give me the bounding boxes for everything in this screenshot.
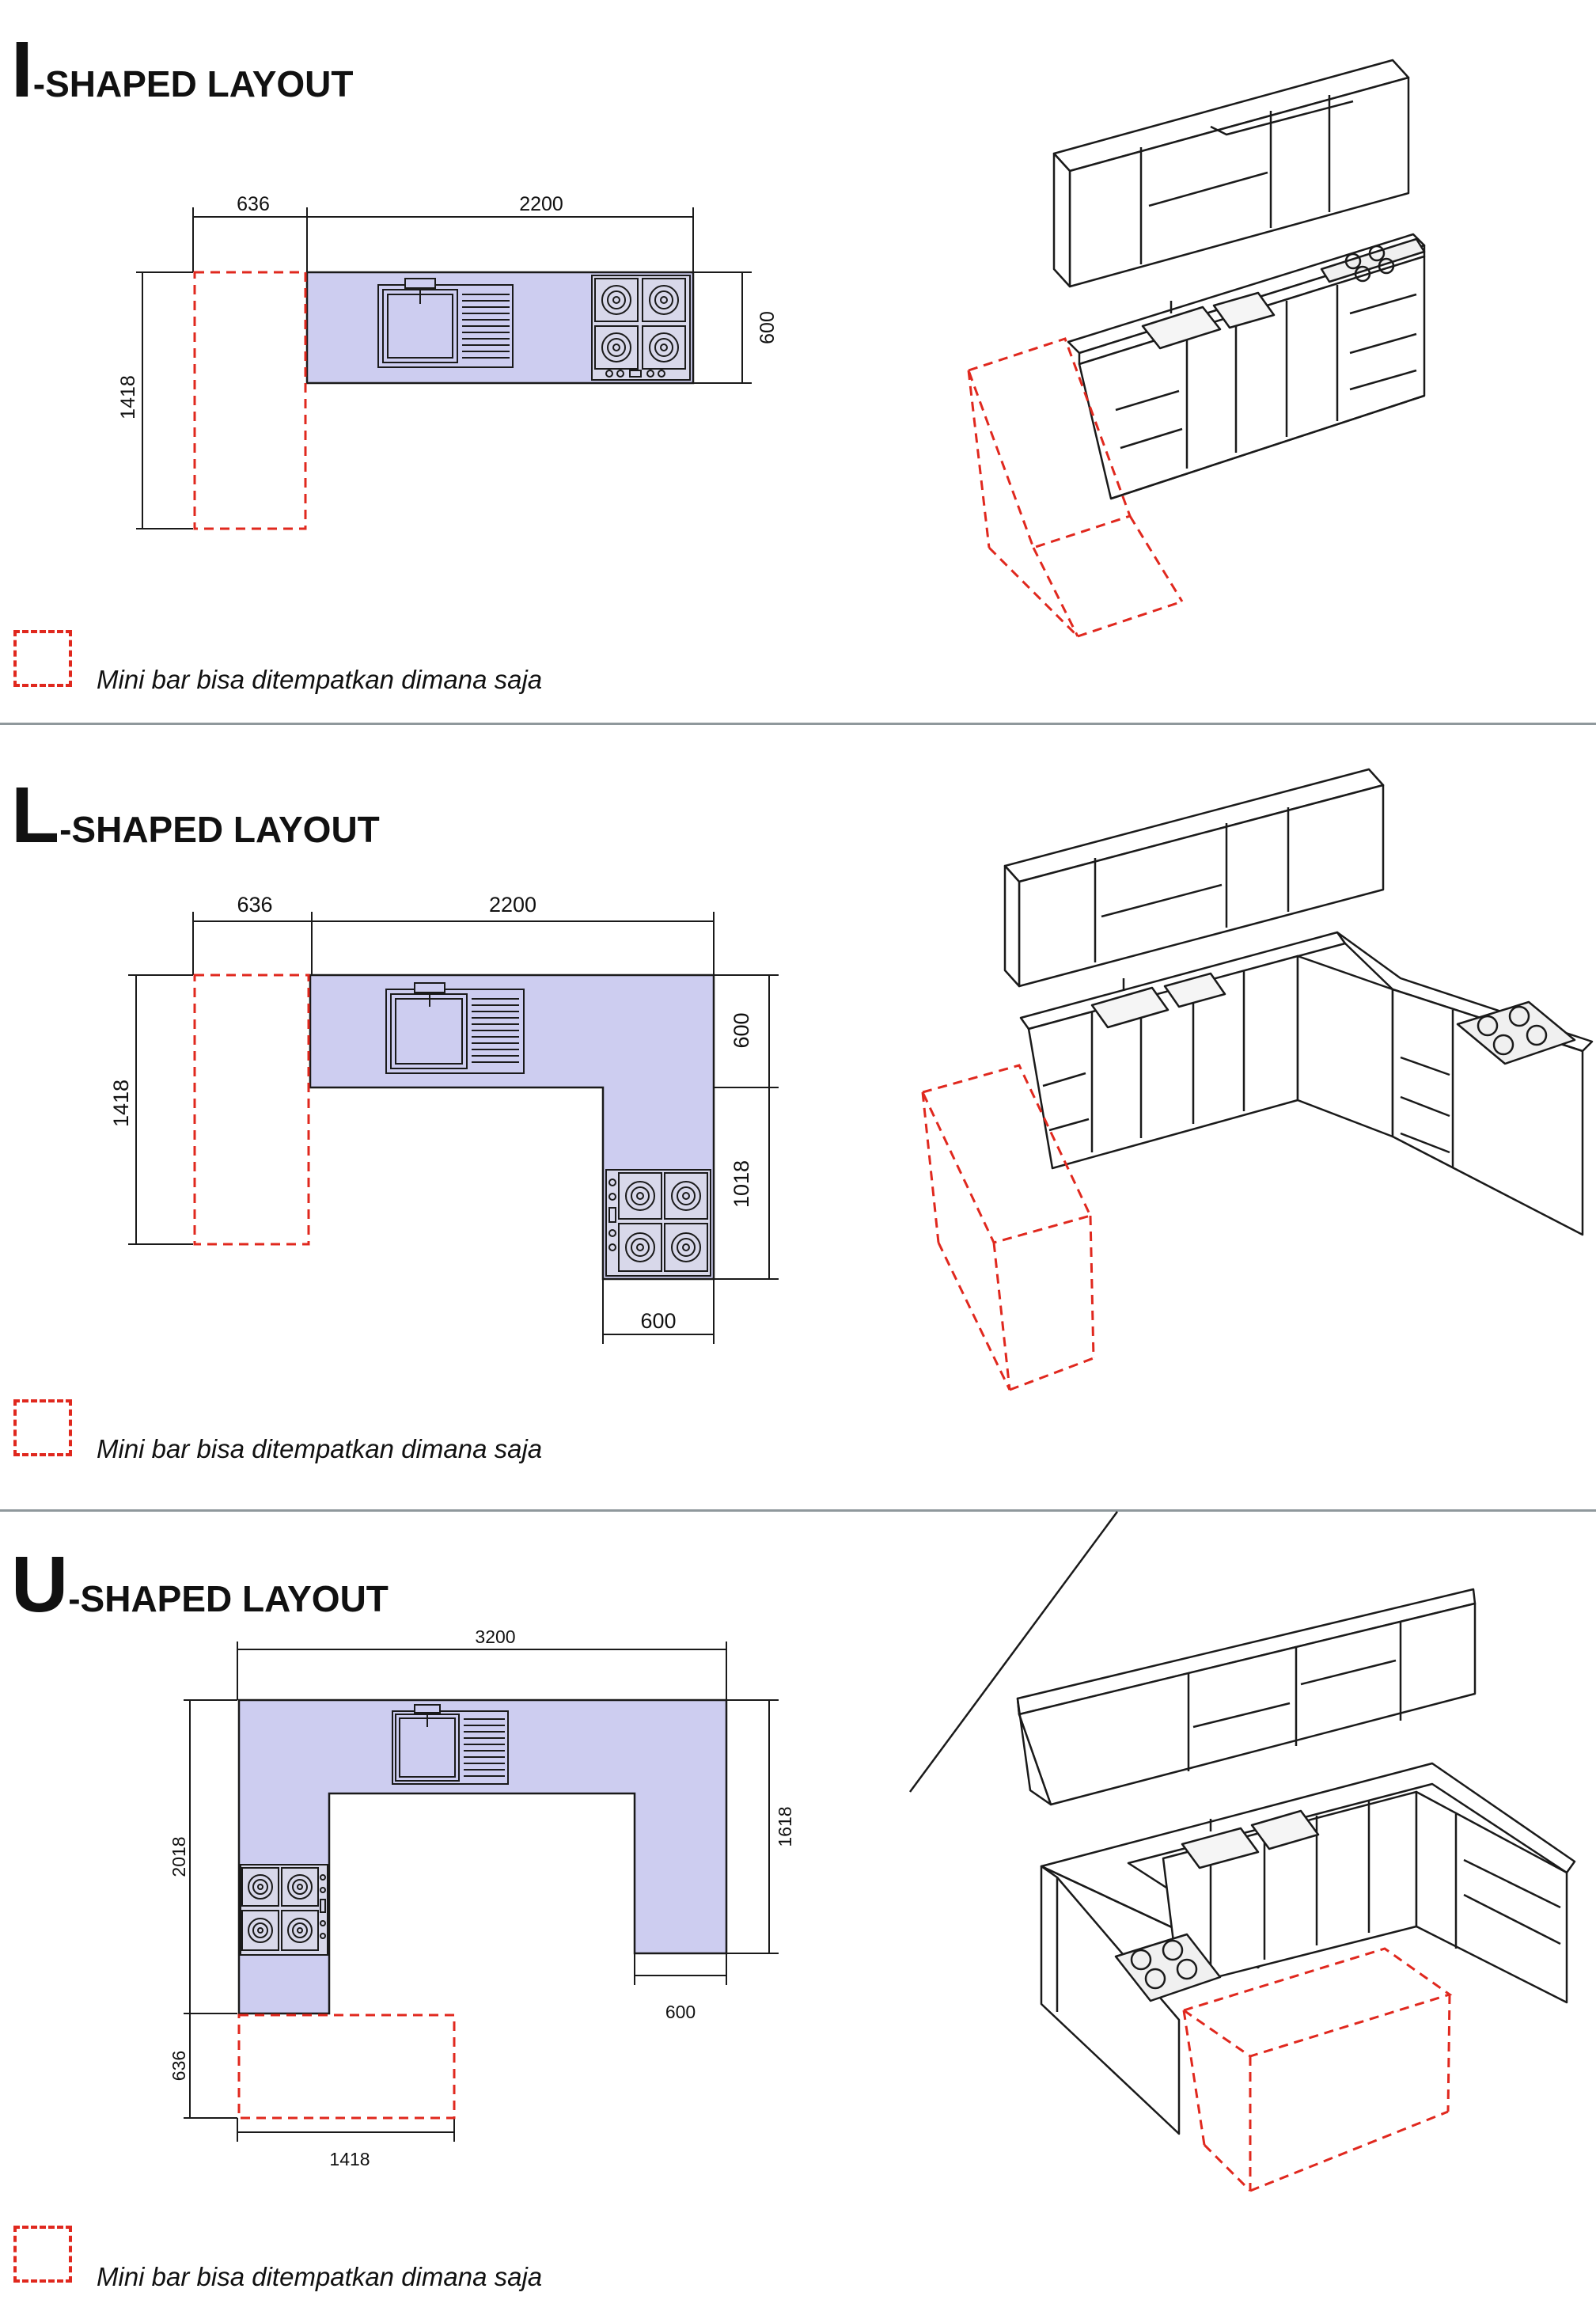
u-shaped-3d-view — [908, 1511, 1576, 2192]
cooktop-icon — [591, 275, 691, 381]
section-title: U-SHAPED LAYOUT — [11, 1545, 389, 1624]
dim-left-width: 636 — [237, 893, 272, 917]
title-letter: L — [11, 771, 60, 860]
dim-top-width: 2200 — [489, 893, 536, 917]
i-shaped-section: I-SHAPED LAYOUT — [0, 0, 1596, 724]
section-title: L-SHAPED LAYOUT — [11, 776, 380, 855]
dim-left-width: 636 — [237, 193, 270, 215]
mini-bar-3d-outline — [967, 337, 1184, 638]
legend-text: Mini bar bisa ditempatkan dimana saja — [97, 1434, 543, 1463]
legend-dashed-box — [13, 1399, 72, 1456]
title-letter: U — [11, 1540, 69, 1629]
dim-height: 1418 — [109, 1080, 133, 1127]
l-shaped-section: L-SHAPED LAYOUT — [0, 725, 1596, 1509]
legend-text: Mini bar bisa ditempatkan dimana saja — [97, 2262, 543, 2291]
i-shaped-plan: 636 2200 1418 600 — [117, 193, 779, 530]
dim-leg-width: 600 — [640, 1309, 676, 1333]
l-shaped-3d-view — [920, 768, 1594, 1391]
dim-left-height: 2018 — [169, 1836, 189, 1877]
title-text: -SHAPED LAYOUT — [68, 1578, 389, 1619]
dim-height: 1418 — [117, 375, 139, 419]
legend-dashed-box — [13, 630, 72, 687]
u-shaped-section: U-SHAPED LAYOUT — [0, 1511, 1596, 2319]
sink-icon — [377, 278, 514, 368]
dim-top-width: 3200 — [475, 1626, 515, 1647]
legend-dashed-box — [13, 2226, 72, 2283]
sink-icon — [392, 1704, 509, 1785]
dim-right-width: 600 — [665, 2002, 696, 2022]
dim-depth: 600 — [730, 1012, 753, 1048]
countertop — [237, 1698, 728, 2015]
section-title: I-SHAPED LAYOUT — [11, 30, 353, 109]
mini-bar-outline — [193, 974, 310, 1246]
sink-icon — [385, 982, 525, 1074]
dim-leg-length: 1018 — [730, 1160, 753, 1208]
mini-bar-3d-outline — [1181, 1947, 1453, 2192]
divider-1 — [0, 723, 1596, 725]
dim-bar-depth: 636 — [169, 2051, 189, 2081]
mini-bar-outline — [237, 2013, 456, 2120]
divider-2 — [0, 1509, 1596, 1512]
l-shaped-plan: 636 2200 1418 600 1018 600 — [109, 893, 779, 1344]
title-text: -SHAPED LAYOUT — [32, 63, 354, 104]
title-text: -SHAPED LAYOUT — [59, 809, 380, 850]
legend-text: Mini bar bisa ditempatkan dimana saja — [97, 665, 543, 694]
cooktop-icon — [605, 1169, 711, 1277]
dim-bar-width: 1418 — [329, 2149, 370, 2169]
mini-bar-outline — [193, 271, 307, 530]
dim-depth: 600 — [756, 311, 779, 344]
cooktop-icon — [240, 1864, 328, 1956]
dim-top-width: 2200 — [519, 193, 563, 215]
dim-right-height: 1618 — [775, 1806, 795, 1846]
title-letter: I — [11, 25, 33, 114]
u-shaped-plan: 3200 2018 1618 600 636 1418 — [169, 1626, 795, 2169]
mini-bar-3d-outline — [920, 1064, 1095, 1391]
i-shaped-3d-view — [967, 59, 1426, 638]
